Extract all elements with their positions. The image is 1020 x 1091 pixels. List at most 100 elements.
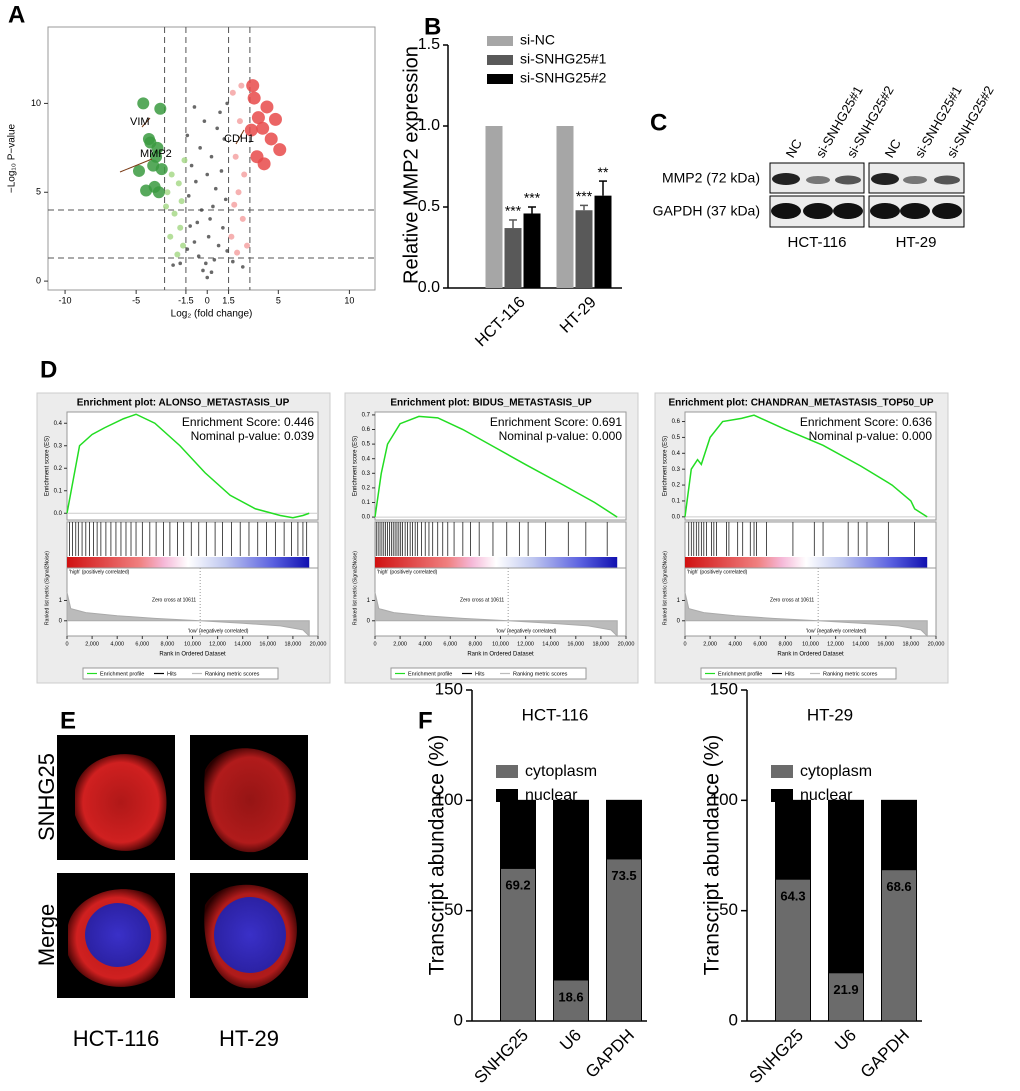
bar (556, 126, 574, 288)
y-tick-label: 0.5 (672, 435, 681, 441)
band (870, 203, 900, 219)
legend-swatch (487, 55, 513, 65)
point (206, 234, 211, 239)
band (932, 203, 962, 219)
point (175, 180, 182, 187)
bar (504, 228, 522, 288)
point (140, 184, 153, 197)
point (181, 157, 188, 164)
bar-segment (828, 972, 864, 1022)
point (236, 118, 243, 125)
gsea-title: Enrichment plot: BIDUS_METASTASIS_UP (390, 398, 592, 409)
point (209, 270, 214, 275)
y-tick-label: 5 (36, 187, 41, 197)
x-tick-label: HCT-116 (472, 294, 529, 351)
y2-axis-label: Ranked list metric (Signal2Noise) (352, 551, 358, 625)
point (221, 226, 225, 230)
legend-swatch (487, 36, 513, 46)
point (260, 100, 274, 114)
point (212, 257, 217, 262)
bar-segment (500, 867, 536, 1022)
point (218, 110, 222, 115)
point (150, 150, 163, 163)
x-tick-label: 10 (344, 295, 354, 305)
x-tick-label: 6,000 (753, 641, 767, 647)
microscopy: SNHG25 Merge HCT-116 HT-29 (34, 735, 308, 1051)
data-label: 18.6 (558, 989, 583, 1004)
y-tick-label: 50 (719, 900, 738, 919)
point (168, 171, 175, 178)
gsea-stat: Enrichment Score: 0.691 (490, 415, 622, 429)
point (239, 215, 246, 222)
y-tick-label: 0.0 (672, 514, 681, 520)
bar (575, 210, 593, 288)
data-label: 64.3 (780, 889, 805, 904)
y2-tick-label: 0 (367, 618, 371, 624)
legend-box (390, 667, 587, 680)
point (216, 243, 221, 248)
annotation: MMP2 (140, 148, 172, 160)
point (202, 119, 207, 123)
legend-box (82, 667, 279, 680)
point (246, 79, 260, 93)
y-axis-label: Transcript abundance (%) (426, 735, 449, 976)
point (185, 247, 190, 251)
annotation-pointer (119, 158, 153, 173)
legend-label: Hits (785, 671, 795, 677)
legend-swatch (496, 789, 518, 802)
point (211, 204, 215, 209)
bar (594, 195, 612, 288)
x-tick-label: 0 (683, 641, 686, 647)
x-tick-label: 12,000 (517, 641, 534, 647)
panel-label: F (418, 707, 433, 734)
x-tick-label: 12,000 (209, 641, 226, 647)
image-row-label: SNHG25 (34, 753, 59, 841)
x-tick-label: 14,000 (234, 641, 251, 647)
point (223, 197, 228, 202)
y-axis-label: Transcript abundance (%) (701, 735, 724, 976)
band (934, 175, 960, 185)
point (273, 143, 287, 157)
x-tick-label: 16,000 (259, 641, 276, 647)
es-panel (684, 411, 937, 521)
bar-segment (606, 858, 642, 1022)
point (240, 265, 245, 269)
point (244, 242, 251, 249)
blot-cell-line: HT-29 (896, 234, 937, 251)
point (192, 105, 197, 109)
x-tick-label: 10,000 (184, 641, 201, 647)
data-label: 21.9 (833, 982, 858, 997)
bar-segment (553, 799, 589, 981)
panel-label: A (8, 1, 25, 28)
y-tick-label: 0.4 (672, 451, 681, 457)
point (232, 153, 239, 160)
legend-label: si-SNHG25#2 (520, 70, 607, 86)
x-tick-label: 18,000 (902, 641, 919, 647)
bar-segment (553, 979, 589, 1022)
point (171, 210, 178, 217)
point (189, 163, 194, 168)
significance: ** (598, 164, 609, 180)
point (194, 179, 198, 184)
band (871, 173, 899, 185)
band (903, 176, 927, 184)
x-tick-label: 14,000 (542, 641, 559, 647)
legend-label: Hits (475, 671, 485, 677)
point (238, 82, 245, 89)
es-curve (374, 415, 618, 518)
point (155, 163, 168, 176)
point (264, 132, 278, 146)
significance: *** (576, 188, 593, 204)
x-tick-label: 4,000 (728, 641, 742, 647)
x-tick-label: 18,000 (284, 641, 301, 647)
x-tick-label: 10,000 (492, 641, 509, 647)
x-tick-label: 2,000 (85, 641, 99, 647)
x-tick-label: 4,000 (418, 641, 432, 647)
x-tick-label: 18,000 (592, 641, 609, 647)
data-label: 31.4 (886, 826, 912, 841)
es-panel (374, 411, 627, 521)
y-tick-label: 150 (710, 679, 738, 698)
x-tick-label: 14,000 (852, 641, 869, 647)
x-tick-label: SNHG25 (745, 1026, 807, 1088)
point (241, 171, 248, 178)
